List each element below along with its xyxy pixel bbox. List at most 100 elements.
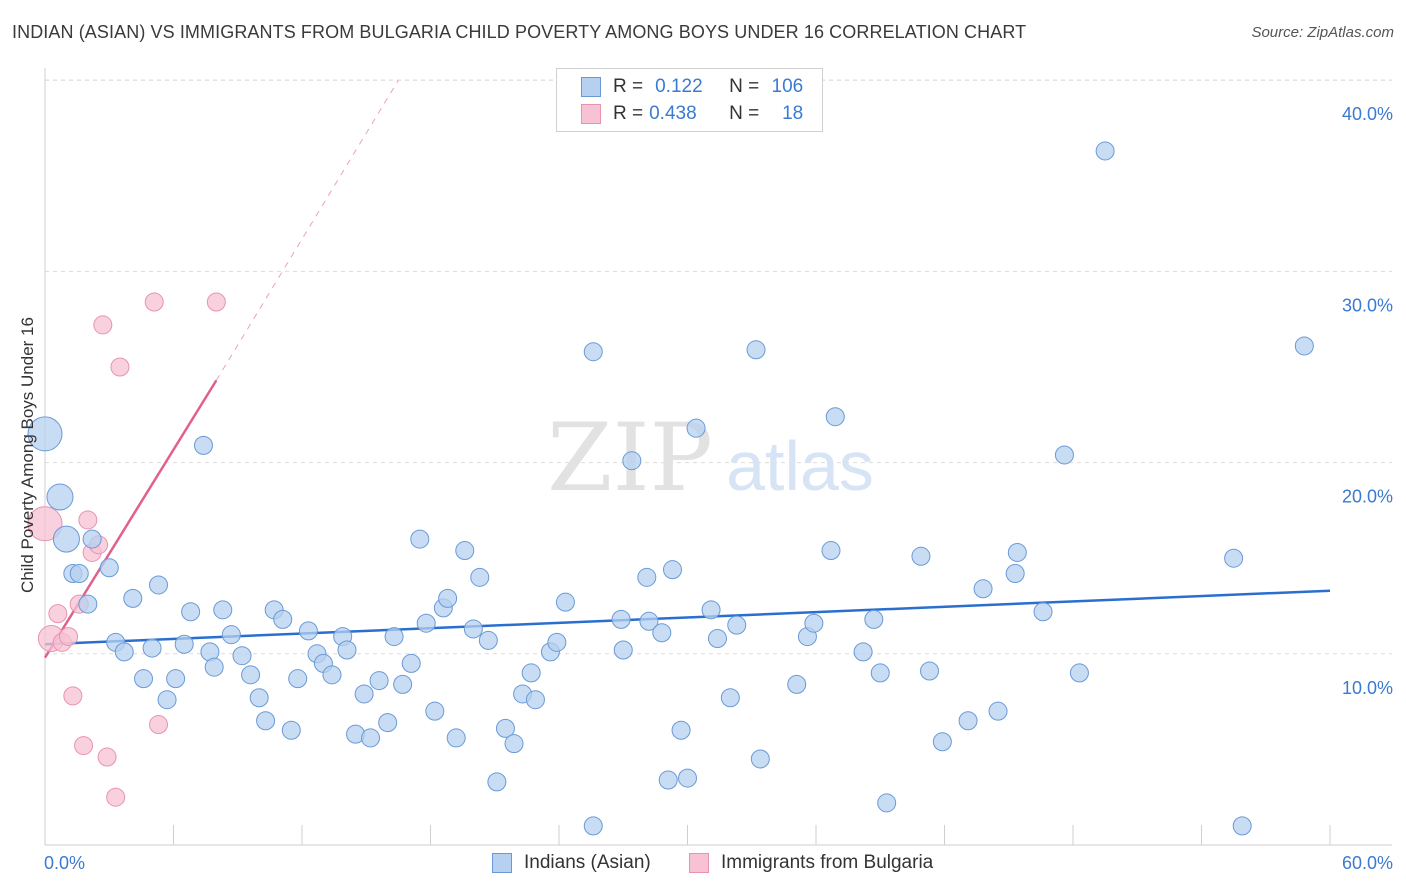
indians-point: [613, 640, 633, 660]
indians-point: [401, 653, 421, 673]
indians-point: [720, 688, 740, 708]
indians-point: [298, 621, 318, 641]
indians-point: [583, 816, 603, 836]
trend-line-indians: [44, 589, 1331, 646]
indians-point: [354, 684, 374, 704]
indians-point: [157, 690, 177, 710]
legend-label-bulgaria: Immigrants from Bulgaria: [721, 852, 934, 873]
indians-point: [853, 642, 873, 662]
indians-point: [249, 688, 269, 708]
indians-point: [99, 558, 119, 578]
indians-point: [487, 772, 507, 792]
indians-point: [663, 560, 683, 580]
axes: [44, 68, 1392, 846]
indians-point: [213, 600, 233, 620]
indians-point: [149, 575, 169, 595]
y-axis-label: Child Poverty Among Boys Under 16: [18, 317, 37, 593]
indians-point: [750, 749, 770, 769]
source-label: Source: ZipAtlas.com: [1251, 24, 1394, 41]
indians-point: [988, 701, 1008, 721]
bulgaria-point: [93, 315, 113, 335]
tick-labels: 10.0% 20.0% 30.0% 40.0% 0.0% 60.0%: [44, 104, 1393, 873]
indians-point: [821, 541, 841, 561]
legend-row-bulgaria: R = 0.438 N = 18: [581, 102, 803, 126]
grid-lines: [45, 79, 1392, 655]
series-bulgaria-points: [27, 292, 226, 807]
indians-point: [686, 418, 706, 438]
chart-title: INDIAN (ASIAN) VS IMMIGRANTS FROM BULGAR…: [12, 22, 1027, 42]
indians-point: [495, 718, 515, 738]
indians-point: [193, 435, 213, 455]
trend-line-bulgaria-extension: [215, 79, 399, 381]
indians-point: [958, 711, 978, 731]
indians-point: [322, 665, 342, 685]
indians-point: [361, 728, 381, 748]
indians-point: [46, 483, 74, 511]
indians-point: [746, 340, 766, 360]
watermark-atlas: atlas: [726, 427, 874, 505]
indians-point: [787, 674, 807, 694]
indians-point: [1069, 663, 1089, 683]
legend-r-label: R =: [613, 103, 644, 124]
y-tick-label-20: 20.0%: [1342, 487, 1393, 507]
bulgaria-point: [27, 506, 63, 542]
indians-point: [864, 609, 884, 629]
x-tick-label-min: 0.0%: [44, 853, 85, 873]
trend-lines: [43, 79, 1331, 659]
y-tick-label-30: 30.0%: [1342, 295, 1393, 315]
indians-point: [637, 567, 657, 587]
indians-point: [438, 588, 458, 608]
indians-point: [478, 630, 498, 650]
indians-point: [455, 541, 475, 561]
indians-point: [69, 563, 89, 583]
y-tick-label-10: 10.0%: [1342, 678, 1393, 698]
indians-point: [555, 592, 575, 612]
legend-n-label: N =: [729, 103, 760, 124]
indians-point: [671, 720, 691, 740]
indians-point: [142, 638, 162, 658]
indians-point: [288, 669, 308, 689]
indians-point: [181, 602, 201, 622]
indians-point: [241, 665, 261, 685]
indians-point: [134, 669, 154, 689]
legend-swatch-pink: [581, 104, 601, 124]
indians-point: [870, 663, 890, 683]
legend-r-label: R =: [613, 76, 644, 97]
legend-item-indians: Indians (Asian): [492, 852, 651, 874]
legend-r-value: 0.438: [649, 103, 697, 124]
legend-n-value: 18: [782, 103, 804, 124]
indians-point: [52, 525, 80, 553]
indians-point: [384, 627, 404, 647]
indians-point: [425, 701, 445, 721]
indians-point: [256, 711, 276, 731]
legend-item-bulgaria: Immigrants from Bulgaria: [689, 852, 933, 874]
indians-point: [470, 567, 490, 587]
indians-point: [446, 728, 466, 748]
watermark: ZIP atlas: [547, 404, 874, 513]
indians-point: [804, 613, 824, 633]
indians-point: [707, 629, 727, 649]
indians-point: [727, 615, 747, 635]
legend-swatch-blue: [492, 853, 512, 873]
correlation-legend: R = 0.122 N = 106 R = 0.438 N = 18: [556, 68, 823, 132]
bulgaria-point: [110, 357, 130, 377]
indians-point: [174, 634, 194, 654]
indians-point: [973, 579, 993, 599]
indians-point: [410, 529, 430, 549]
indians-point: [204, 657, 224, 677]
indians-point: [611, 609, 631, 629]
indians-point: [547, 632, 567, 652]
indians-point: [583, 342, 603, 362]
legend-n-label: N =: [729, 76, 760, 97]
indians-point: [911, 546, 931, 566]
bulgaria-point: [59, 627, 79, 647]
indians-point: [932, 732, 952, 752]
legend-label-indians: Indians (Asian): [524, 852, 651, 873]
indians-point: [273, 609, 293, 629]
indians-point: [1294, 336, 1314, 356]
bulgaria-point: [48, 604, 68, 624]
indians-point: [1224, 548, 1244, 568]
indians-point: [652, 623, 672, 643]
indians-point: [920, 661, 940, 681]
